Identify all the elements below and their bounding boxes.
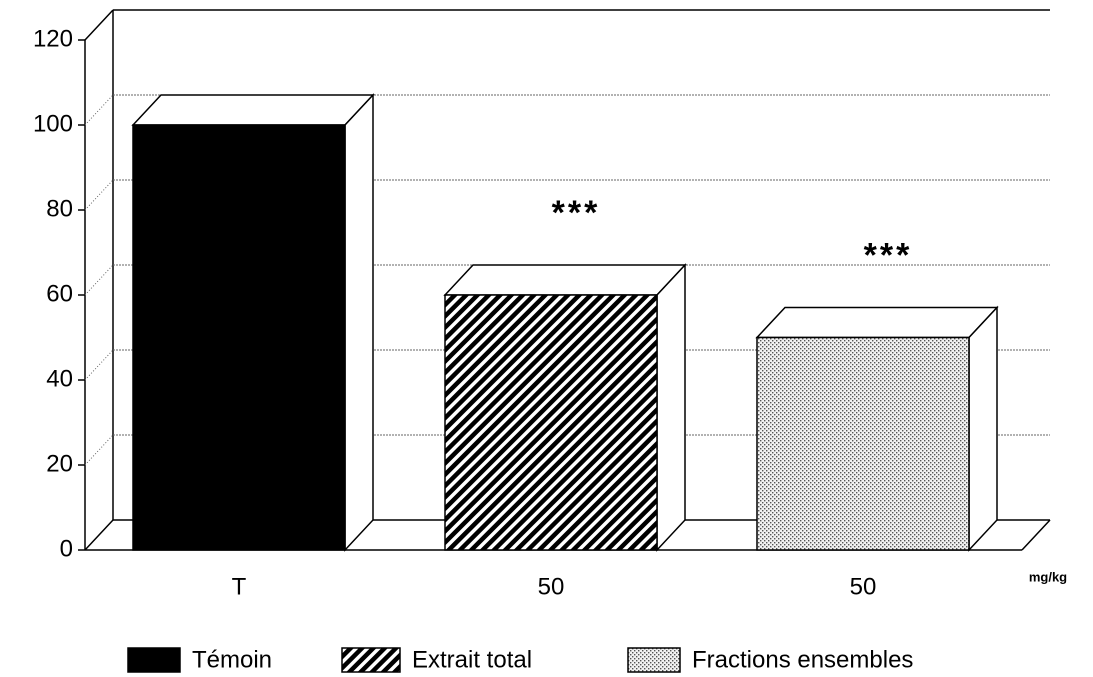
- x-unit: mg/kg: [1029, 569, 1067, 584]
- bar-side: [968, 305, 998, 552]
- bar: [756, 336, 970, 551]
- legend-swatch: [627, 647, 681, 673]
- legend-swatch: [127, 647, 181, 673]
- grid-line-side: [84, 349, 114, 381]
- bar: [444, 294, 658, 551]
- x-tick-label: T: [232, 573, 247, 600]
- annotation: ***: [864, 236, 913, 274]
- y-tick-label: 0: [60, 535, 73, 562]
- bar-side: [656, 263, 686, 552]
- x-tick-label: 50: [850, 573, 877, 600]
- grid-line-side: [84, 434, 114, 466]
- legend-label: Fractions ensembles: [692, 646, 913, 673]
- floor-right: [1021, 519, 1051, 551]
- bar-top: [755, 306, 999, 339]
- y-tick-label: 20: [46, 450, 73, 477]
- grid-line-side: [84, 94, 114, 126]
- bar: [132, 124, 346, 551]
- y-tick-label: 120: [33, 25, 73, 52]
- y-tick-label: 80: [46, 195, 73, 222]
- bar-side: [344, 93, 374, 552]
- y-tick-label: 100: [33, 110, 73, 137]
- axis-corner-top: [84, 9, 114, 41]
- legend-label: Témoin: [192, 646, 272, 673]
- bar-top: [131, 94, 375, 126]
- grid-line-side: [84, 264, 114, 296]
- grid-line-side: [84, 179, 114, 211]
- y-tick-label: 40: [46, 365, 73, 392]
- annotation: ***: [552, 194, 601, 232]
- axis-corner-bottom: [84, 519, 114, 551]
- legend-swatch: [341, 647, 401, 673]
- legend-label: Extrait total: [412, 646, 532, 673]
- bar-top: [443, 264, 687, 296]
- y-tick-label: 60: [46, 280, 73, 307]
- x-tick-label: 50: [538, 573, 565, 600]
